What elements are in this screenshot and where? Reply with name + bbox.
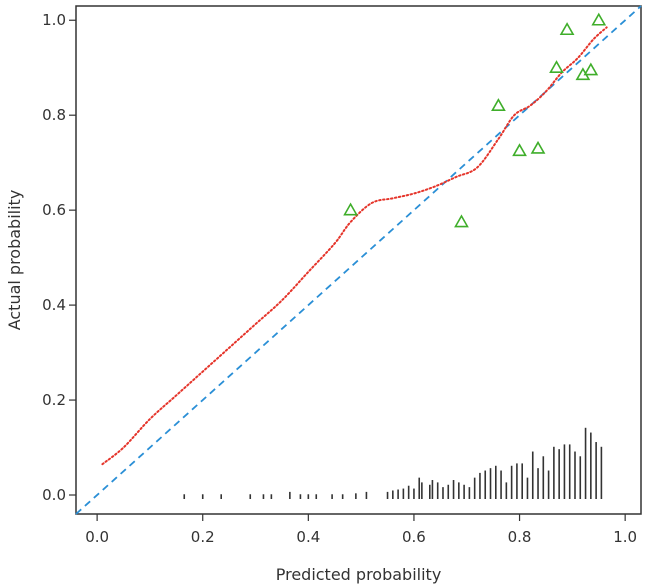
y-tick-label-1: 0.2 [42, 391, 66, 409]
data-point [549, 60, 564, 74]
data-point [512, 143, 527, 157]
x-axis: 0.0 0.2 0.4 0.6 0.8 1.0 [85, 514, 637, 546]
y-axis-title: Actual probability [5, 190, 24, 331]
y-tick-label-0: 0.0 [42, 486, 66, 504]
data-point [559, 22, 575, 36]
rug-plot [183, 427, 603, 500]
data-point [343, 202, 358, 216]
data-point [583, 62, 599, 76]
ideal-line [75, 5, 642, 515]
observed-points [343, 12, 607, 228]
data-point [591, 12, 607, 26]
x-tick-label-3: 0.6 [402, 528, 426, 546]
y-tick-label-5: 1.0 [42, 11, 66, 29]
data-point [530, 140, 546, 154]
x-axis-title: Predicted probability [276, 565, 442, 584]
y-axis: 0.0 0.2 0.4 0.6 0.8 1.0 [42, 11, 76, 504]
data-point [491, 98, 506, 112]
x-tick-label-1: 0.2 [191, 528, 215, 546]
x-tick-label-0: 0.0 [85, 528, 109, 546]
y-tick-label-3: 0.6 [42, 201, 66, 219]
x-tick-label-4: 0.8 [508, 528, 532, 546]
y-tick-label-4: 0.8 [42, 106, 66, 124]
y-tick-label-2: 0.4 [42, 296, 66, 314]
calibration-curve [101, 26, 608, 466]
x-tick-label-2: 0.4 [296, 528, 320, 546]
plot-frame [75, 5, 642, 515]
x-tick-label-5: 1.0 [613, 528, 637, 546]
data-point [454, 214, 469, 228]
